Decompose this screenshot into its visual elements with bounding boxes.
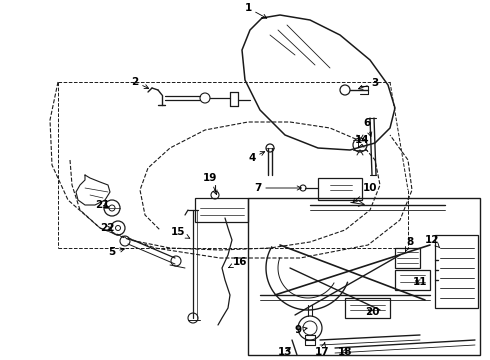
Text: 15: 15 (171, 227, 190, 238)
Text: 11: 11 (413, 277, 427, 287)
Text: 7: 7 (254, 183, 301, 193)
Bar (395, 248, 420, 268)
Text: 5: 5 (108, 247, 124, 257)
Bar (248, 198, 480, 355)
Text: 22: 22 (100, 223, 114, 233)
Bar (345, 298, 390, 318)
Text: 17: 17 (315, 343, 329, 357)
Text: 10: 10 (353, 183, 377, 203)
Text: 18: 18 (338, 347, 352, 357)
Text: 6: 6 (364, 118, 372, 136)
Text: 13: 13 (278, 347, 292, 357)
Bar (195, 198, 248, 222)
Text: 9: 9 (294, 325, 307, 335)
Text: 19: 19 (203, 173, 217, 194)
Text: 21: 21 (95, 200, 109, 210)
Text: 8: 8 (405, 237, 414, 251)
Text: 3: 3 (359, 78, 379, 89)
Bar (395, 270, 430, 290)
Text: 12: 12 (425, 235, 440, 248)
Text: 4: 4 (248, 152, 265, 163)
Bar (435, 235, 478, 308)
Text: 2: 2 (131, 77, 148, 89)
Text: 14: 14 (355, 135, 369, 148)
Text: 16: 16 (228, 257, 247, 268)
Bar (318, 178, 362, 200)
Text: 1: 1 (245, 3, 267, 18)
Text: 20: 20 (365, 307, 379, 317)
